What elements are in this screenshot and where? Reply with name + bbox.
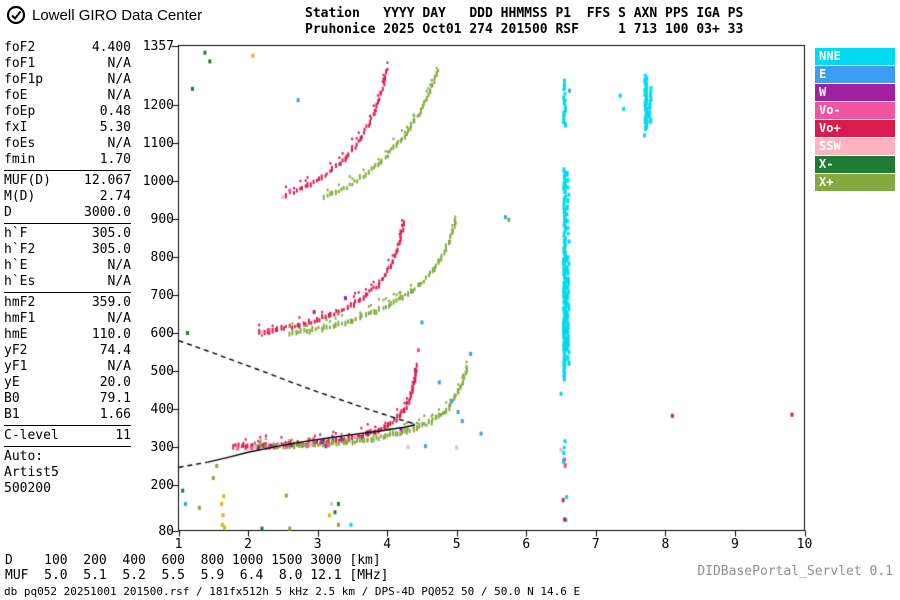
y-axis-tick-label: 600 (150, 326, 174, 341)
y-axis-tick-label: 200 (150, 477, 174, 493)
y-axis-tick-label: 800 (150, 250, 174, 266)
y-axis-tick-label: 400 (150, 401, 174, 417)
distance-row: D 100 200 400 600 800 1000 1500 3000 [km… (5, 553, 381, 568)
y-axis-tick-label: 700 (150, 288, 174, 304)
y-axis-tick-label: 1357 (142, 38, 174, 54)
x-axis-tick-label: 2 (244, 537, 252, 552)
y-axis-tick-label: 80 (158, 523, 174, 539)
x-axis-tick-label: 9 (731, 537, 739, 552)
x-axis-tick-label: 4 (383, 537, 392, 552)
measurement-info-line: db pq052 20251001 201500.rsf / 181fx512h… (4, 585, 581, 598)
x-axis-tick-label: 6 (522, 537, 531, 552)
muf-row: MUF 5.0 5.1 5.2 5.5 5.9 6.4 8.0 12.1 [MH… (5, 568, 389, 583)
servlet-version-label: DIDBasePortal_Servlet 0.1 (697, 564, 893, 579)
x-axis-tick-label: 3 (313, 537, 322, 552)
x-axis-tick-label: 8 (661, 537, 670, 552)
y-axis-tick-label: 500 (150, 363, 174, 379)
y-axis-tick-label: 900 (150, 212, 174, 228)
x-axis-tick-label: 7 (591, 537, 600, 552)
y-axis-tick-label: 1200 (142, 98, 174, 114)
y-axis-tick-label: 1100 (142, 136, 174, 152)
x-axis-tick-label: 10 (796, 537, 813, 552)
x-axis-tick-label: 1 (174, 537, 183, 552)
x-axis-tick-label: 5 (452, 537, 461, 552)
y-axis-tick-label: 1000 (142, 174, 174, 190)
y-axis-tick-label: 300 (150, 439, 174, 455)
